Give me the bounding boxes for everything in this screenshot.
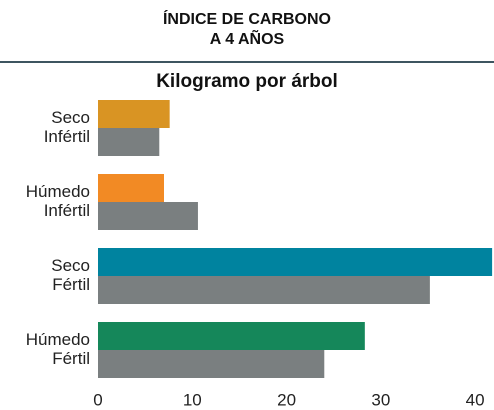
y-tick-label: Seco xyxy=(51,256,90,275)
y-tick-label: Húmedo xyxy=(26,182,90,201)
y-tick-label: Seco xyxy=(51,108,90,127)
bar xyxy=(98,248,493,276)
bar xyxy=(98,202,198,230)
x-tick-label: 40 xyxy=(466,390,485,409)
chart-title: ÍNDICE DE CARBONO xyxy=(163,9,331,28)
chart-title: A 4 AÑOS xyxy=(210,28,285,48)
x-tick-label: 10 xyxy=(183,390,202,409)
bar xyxy=(98,350,325,378)
y-tick-label: Infértil xyxy=(44,127,90,146)
bar xyxy=(98,100,170,128)
x-tick-label: 30 xyxy=(371,390,390,409)
chart-subtitle: Kilogramo por árbol xyxy=(156,71,338,92)
bar xyxy=(98,174,164,202)
y-tick-label: Infértil xyxy=(44,201,90,220)
x-tick-label: 20 xyxy=(277,390,296,409)
bar xyxy=(98,322,365,350)
y-tick-label: Húmedo xyxy=(26,330,90,349)
x-tick-label: 0 xyxy=(93,390,102,409)
bar xyxy=(98,128,160,156)
y-tick-label: Fértil xyxy=(52,275,90,294)
bar xyxy=(98,276,430,304)
y-tick-label: Fértil xyxy=(52,349,90,368)
